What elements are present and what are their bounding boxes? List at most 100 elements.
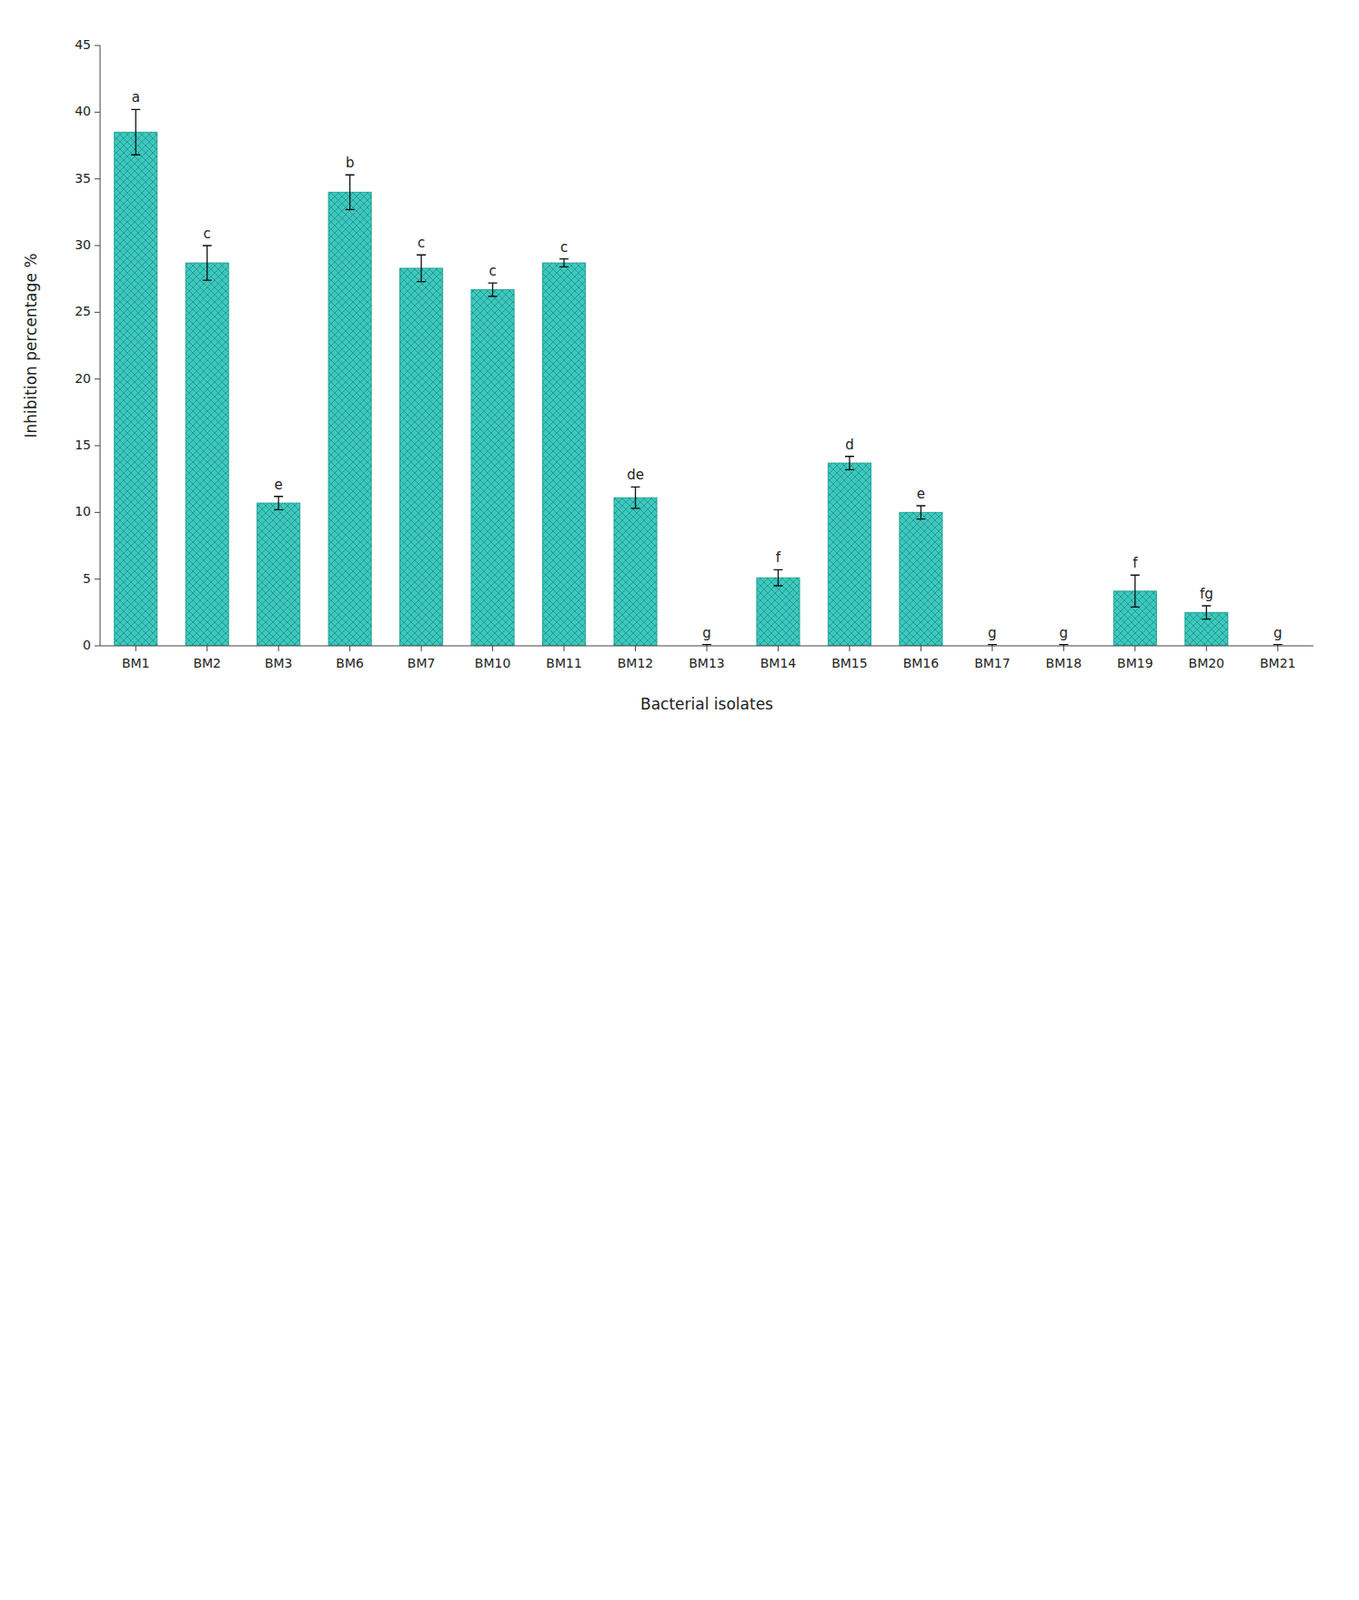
x-tick xyxy=(278,645,280,652)
y-axis-label: Inhibition percentage % xyxy=(21,252,41,438)
y-tick-label: 35 xyxy=(74,171,91,186)
x-tick-label: BM12 xyxy=(617,655,655,671)
error-bar xyxy=(845,456,855,471)
y-tick xyxy=(94,312,101,313)
significance-label: g xyxy=(1273,624,1283,642)
y-tick-label: 40 xyxy=(74,103,91,119)
x-tick xyxy=(777,645,779,652)
x-tick-label: BM13 xyxy=(688,655,725,671)
plot-area xyxy=(114,109,1283,646)
x-tick xyxy=(421,645,423,652)
x-tick-label: BM21 xyxy=(1259,655,1297,671)
bar xyxy=(827,463,871,646)
bar-hatch-overlay xyxy=(543,262,586,646)
x-tick-label: BM1 xyxy=(121,655,151,671)
x-tick-label: BM15 xyxy=(831,655,868,671)
y-tick-label: 15 xyxy=(74,437,91,453)
significance-label: d xyxy=(845,436,855,453)
significance-label: de xyxy=(626,466,645,484)
significance-label: f xyxy=(1132,554,1138,572)
x-tick xyxy=(206,645,208,652)
chart-container: 051015202530354045acebcccdegfdeggffggBM1… xyxy=(0,0,1359,750)
error-bar xyxy=(130,109,141,155)
x-tick xyxy=(1277,645,1279,652)
x-tick xyxy=(634,645,636,652)
x-tick xyxy=(1206,645,1208,652)
bar xyxy=(471,289,514,646)
y-tick xyxy=(94,111,101,113)
x-tick-label: BM6 xyxy=(335,655,364,671)
bar-hatch-overlay xyxy=(114,131,158,646)
x-tick xyxy=(706,645,708,652)
x-tick-label: BM18 xyxy=(1046,655,1083,671)
x-tick-label: BM11 xyxy=(545,655,583,671)
error-bar xyxy=(631,486,641,508)
bar xyxy=(756,577,800,646)
y-tick-label: 10 xyxy=(74,503,91,519)
significance-label: g xyxy=(702,624,712,642)
y-tick-label: 5 xyxy=(82,571,91,586)
error-bar xyxy=(1130,574,1140,607)
x-tick-label: BM10 xyxy=(474,655,512,671)
x-tick-label: BM7 xyxy=(407,655,436,671)
y-axis: 051015202530354045 xyxy=(74,37,101,653)
error-bar xyxy=(488,282,498,297)
bar-hatch-overlay xyxy=(614,497,657,646)
y-tick xyxy=(94,645,101,647)
error-bar xyxy=(773,569,783,586)
significance-label: a xyxy=(131,89,141,106)
bar xyxy=(328,191,372,646)
y-tick xyxy=(94,445,101,447)
y-axis-line xyxy=(100,45,101,646)
y-tick-label: 45 xyxy=(74,37,91,52)
x-tick-label: BM2 xyxy=(192,655,222,671)
x-tick xyxy=(1063,645,1065,652)
y-tick-label: 25 xyxy=(74,303,91,319)
bar xyxy=(400,268,443,646)
significance-label: g xyxy=(1059,624,1069,642)
significance-label: f xyxy=(775,549,782,566)
y-tick-label: 30 xyxy=(74,237,91,252)
x-tick xyxy=(920,645,922,652)
error-bar xyxy=(559,259,569,268)
bar xyxy=(114,131,158,646)
x-tick xyxy=(492,645,494,652)
significance-label: fg xyxy=(1199,585,1214,603)
bar-hatch-overlay xyxy=(328,191,372,646)
x-tick-label: BM3 xyxy=(264,655,293,671)
x-tick xyxy=(848,645,850,652)
bar-hatch-overlay xyxy=(400,268,443,646)
x-tick xyxy=(349,645,351,652)
bar xyxy=(614,497,657,646)
significance-label: e xyxy=(274,476,283,494)
significance-label: c xyxy=(417,234,425,252)
bar-hatch-overlay xyxy=(257,503,301,646)
bar xyxy=(899,512,943,646)
x-tick xyxy=(563,645,565,652)
error-bar xyxy=(345,174,355,210)
x-axis: BM1 BM2 BM3 BM6 BM7 BM10 BM11 BM12 BM13 BM14 BM15 B… xyxy=(100,645,1314,671)
bar-hatch-overlay xyxy=(471,289,514,646)
significance-label: g xyxy=(987,624,997,642)
error-bar xyxy=(273,496,283,511)
bar-hatch-overlay xyxy=(185,262,229,646)
x-tick xyxy=(1134,645,1136,652)
x-axis-label: Bacterial isolates xyxy=(640,694,774,714)
y-tick xyxy=(94,245,101,247)
annotations: acebcccdegfdeggffgg xyxy=(131,89,1283,641)
error-bar xyxy=(202,245,212,281)
x-tick-label: BM14 xyxy=(760,655,797,671)
x-tick xyxy=(991,645,993,652)
significance-label: c xyxy=(560,239,568,256)
y-tick xyxy=(94,512,101,514)
significance-label: b xyxy=(345,154,355,172)
bar xyxy=(185,262,229,646)
significance-label: c xyxy=(203,225,212,242)
y-tick xyxy=(94,378,101,380)
x-tick-label: BM20 xyxy=(1188,655,1226,671)
bar xyxy=(543,262,586,646)
y-tick xyxy=(94,178,101,180)
bar-hatch-overlay xyxy=(899,512,943,646)
x-tick-label: BM19 xyxy=(1117,655,1154,671)
bar-hatch-overlay xyxy=(827,463,871,646)
